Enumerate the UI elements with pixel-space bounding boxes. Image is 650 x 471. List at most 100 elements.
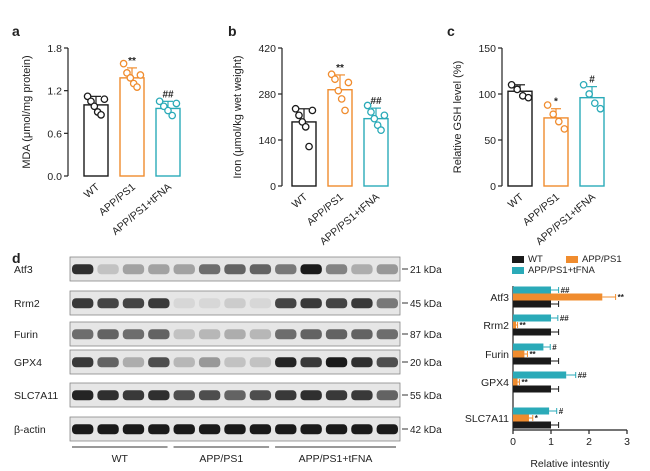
blot-band [97, 390, 119, 401]
legend-label: WT [528, 254, 543, 265]
blot-band [122, 390, 145, 401]
blot-band [97, 357, 119, 368]
bar [155, 107, 181, 177]
panel-label-c: c [447, 23, 455, 39]
bar [507, 90, 533, 187]
blot-band [300, 298, 322, 309]
blot-band [122, 424, 145, 435]
bar [513, 357, 551, 365]
x-tick-label: WT [290, 191, 311, 211]
legend-label: APP/PS1+tFNA [528, 265, 595, 276]
category-label: GPX4 [481, 377, 509, 389]
blot-band [148, 390, 170, 401]
blot-band [97, 424, 119, 435]
blot-band [249, 329, 272, 340]
panel-label-d: d [12, 250, 21, 266]
x-tick-label: WT [506, 191, 527, 211]
data-point [579, 80, 588, 89]
data-point [596, 104, 605, 113]
bar [513, 300, 551, 308]
blot-band [351, 357, 373, 368]
y-tick-label: 0.0 [47, 171, 62, 183]
x-tick-label: WT [82, 181, 103, 201]
kda-label: 55 kDa [410, 391, 442, 402]
y-tick-label: 1.2 [47, 86, 62, 98]
blot-band [325, 298, 348, 309]
data-point [549, 110, 558, 119]
bar [327, 89, 353, 187]
data-point [341, 106, 349, 115]
blot-band [275, 357, 297, 368]
blot-band [173, 329, 195, 340]
blot-band [376, 424, 398, 435]
panel-label-b: b [228, 23, 237, 39]
category-label: Rrm2 [483, 320, 509, 332]
y-axis-label: MDA (μmol/mg protein) [21, 55, 33, 168]
bar [513, 378, 518, 386]
data-point [172, 99, 181, 108]
category-label: Furin [485, 349, 509, 361]
x-tick-label: 2 [586, 436, 592, 448]
x-tick-label: 0 [510, 436, 516, 448]
data-point [305, 142, 313, 151]
blot-band [300, 357, 322, 368]
kda-label: 87 kDa [410, 330, 442, 341]
blot-band [148, 357, 170, 368]
data-point [97, 110, 105, 119]
significance-label: ** [336, 63, 344, 74]
data-point [543, 101, 552, 109]
blot-band [122, 357, 145, 368]
data-point [554, 117, 563, 126]
data-point [524, 93, 533, 102]
blot-band [249, 390, 272, 401]
group-label: APP/PS1+tFNA [299, 453, 373, 465]
data-point [164, 106, 172, 115]
blot-band [148, 424, 170, 435]
significance-label: # [552, 343, 557, 352]
data-point [585, 90, 594, 98]
blot-band [173, 357, 195, 368]
blot-band [97, 329, 119, 340]
y-tick-label: 50 [484, 135, 496, 147]
y-axis-label: Iron (μmol/kg wet weight) [232, 55, 244, 178]
data-point [90, 102, 99, 111]
blot-row-label: Atf3 [14, 264, 33, 276]
data-point [308, 106, 317, 115]
x-tick-label: 3 [624, 436, 630, 448]
blot-band [300, 390, 322, 401]
blot-band [198, 329, 221, 340]
bar [513, 293, 603, 301]
significance-label: ## [560, 314, 569, 323]
data-point [126, 74, 135, 82]
significance-label: ## [162, 89, 174, 100]
x-tick-label: 1 [548, 436, 554, 448]
bar [513, 414, 529, 422]
significance-label: # [589, 75, 595, 86]
significance-label: ## [370, 96, 382, 107]
data-point [295, 111, 303, 120]
blot-band [198, 357, 221, 368]
blot-band [72, 357, 94, 368]
blot-band [72, 298, 94, 309]
blot-band [275, 390, 297, 401]
data-point [367, 108, 375, 116]
x-axis-label: Relative intesntiy [530, 458, 610, 470]
bar [513, 371, 567, 379]
blot-band [198, 298, 221, 309]
blot-row-label: Rrm2 [14, 298, 40, 310]
data-point [590, 99, 599, 108]
blot-band [249, 424, 272, 435]
y-axis-label: Relative GSH level (%) [452, 61, 464, 173]
blot-band [376, 329, 398, 340]
y-tick-label: 0 [270, 181, 276, 193]
blot-band [275, 424, 297, 435]
blot-band [224, 357, 246, 368]
significance-label: ** [128, 56, 136, 67]
significance-label: ## [561, 286, 570, 295]
bar [513, 343, 544, 351]
blot-band [376, 357, 398, 368]
blot-band [224, 329, 246, 340]
y-tick-label: 150 [478, 43, 496, 55]
